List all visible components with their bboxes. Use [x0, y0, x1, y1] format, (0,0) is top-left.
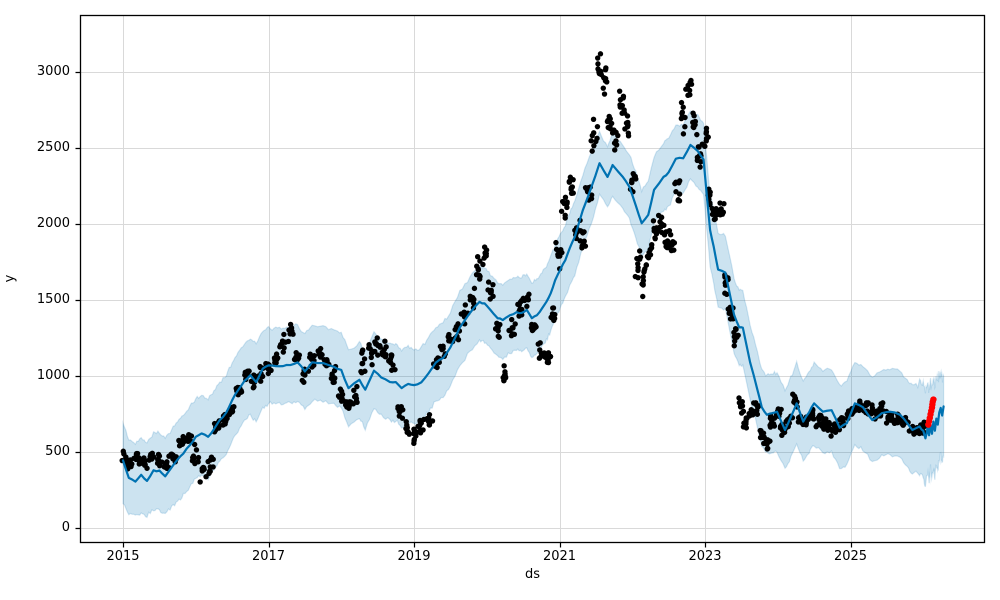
x-tick-label: 2025 — [833, 549, 868, 564]
x-tick-label: 2023 — [688, 549, 722, 564]
x-tick-label: 2017 — [251, 549, 286, 564]
x-tick-label: 2021 — [542, 549, 577, 564]
x-tick-label: 2019 — [397, 549, 431, 564]
y-axis-label: y — [2, 274, 18, 283]
x-tick-label: 2015 — [106, 549, 140, 564]
y-tick-label: 3000 — [36, 64, 70, 79]
y-tick-label: 2000 — [36, 216, 70, 231]
x-axis-label: ds — [524, 567, 541, 582]
y-tick-label: 1000 — [36, 368, 70, 383]
y-tick-label: 1500 — [36, 292, 70, 307]
y-tick-label: 500 — [45, 444, 70, 459]
y-tick-label: 0 — [61, 520, 70, 535]
y-tick-label: 2500 — [36, 140, 70, 155]
